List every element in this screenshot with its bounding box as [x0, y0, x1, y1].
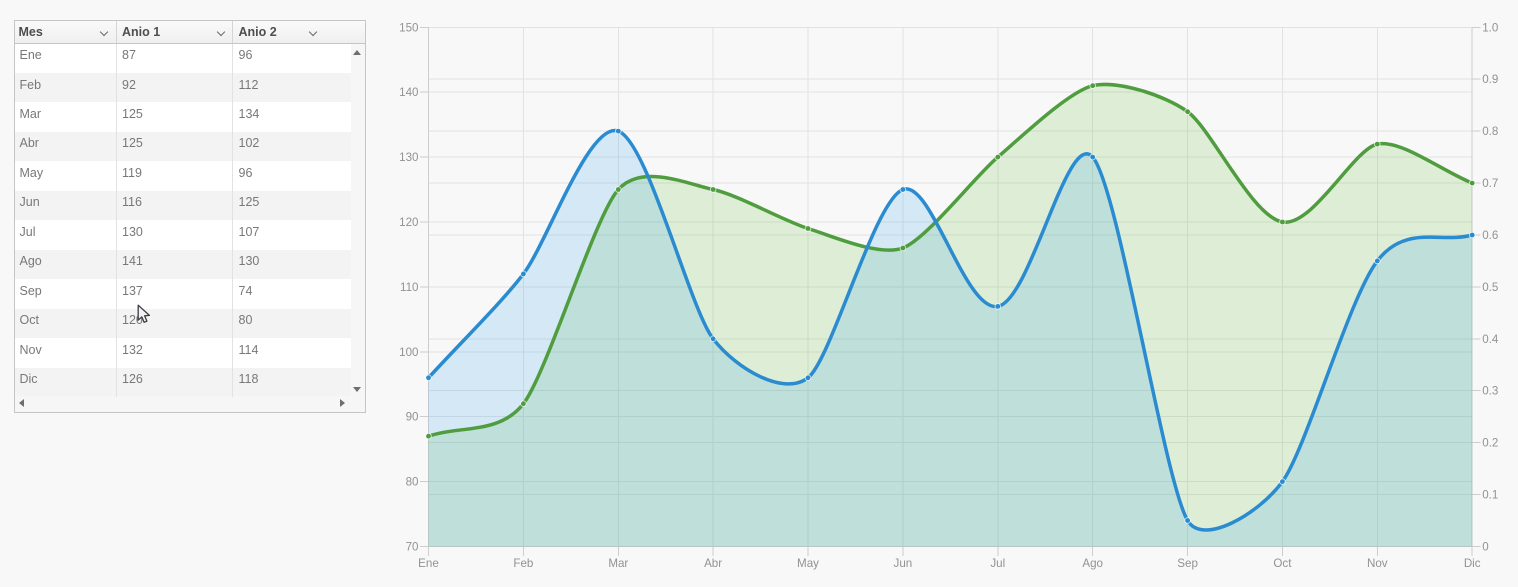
svg-text:0.9: 0.9	[1482, 73, 1498, 86]
svg-text:Ago: Ago	[1082, 557, 1103, 570]
svg-text:Feb: Feb	[513, 557, 533, 570]
svg-text:May: May	[797, 557, 819, 570]
svg-text:Ene: Ene	[418, 557, 439, 570]
svg-text:Jul: Jul	[990, 557, 1005, 570]
svg-text:Jun: Jun	[894, 557, 913, 570]
svg-text:90: 90	[406, 411, 419, 424]
svg-text:1.0: 1.0	[1482, 21, 1498, 34]
svg-text:0.8: 0.8	[1482, 125, 1498, 138]
svg-text:Dic: Dic	[1464, 557, 1481, 570]
svg-text:Sep: Sep	[1177, 557, 1198, 570]
svg-text:0.6: 0.6	[1482, 229, 1498, 242]
svg-text:Oct: Oct	[1273, 557, 1292, 570]
svg-text:Nov: Nov	[1367, 557, 1388, 570]
svg-text:100: 100	[399, 346, 418, 359]
svg-text:150: 150	[399, 21, 418, 34]
svg-text:0.3: 0.3	[1482, 385, 1498, 398]
svg-text:0: 0	[1482, 541, 1488, 554]
svg-text:110: 110	[400, 281, 418, 294]
svg-text:130: 130	[399, 151, 418, 164]
svg-text:Abr: Abr	[704, 557, 722, 570]
svg-text:0.2: 0.2	[1482, 437, 1498, 450]
svg-text:0.5: 0.5	[1482, 281, 1498, 294]
svg-text:120: 120	[399, 216, 418, 229]
svg-text:140: 140	[399, 86, 418, 99]
svg-text:Mar: Mar	[608, 557, 628, 570]
svg-text:0.7: 0.7	[1482, 177, 1498, 190]
svg-text:70: 70	[406, 541, 419, 554]
svg-text:0.1: 0.1	[1482, 489, 1498, 502]
svg-text:0.4: 0.4	[1482, 333, 1499, 346]
svg-text:80: 80	[406, 476, 419, 489]
